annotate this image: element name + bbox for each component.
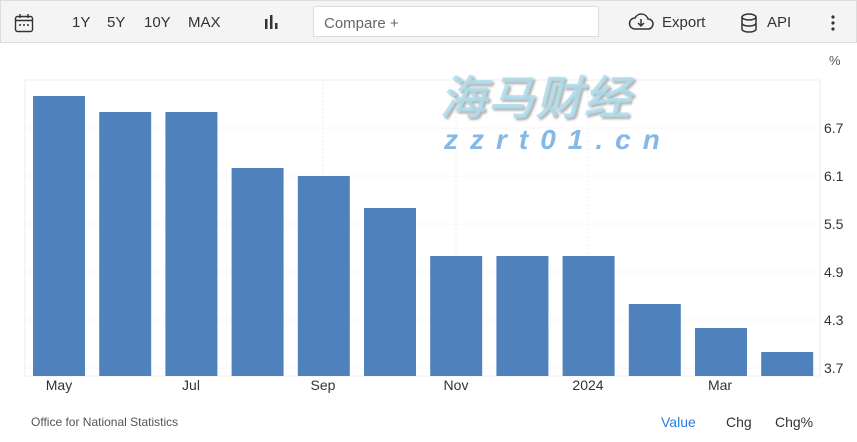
range-5y-button[interactable]: 5Y (107, 14, 126, 31)
toolbar: 1Y 5Y 10Y MAX Compare + Export API (0, 0, 857, 43)
chg-pct-tab[interactable]: Chg% (775, 414, 814, 430)
source-label: Office for National Statistics (31, 415, 179, 429)
value-tab[interactable]: Value (661, 414, 696, 430)
bar-dec-2023[interactable] (496, 256, 549, 376)
y-tick-label: 6.1 (824, 168, 844, 184)
bar-oct-2023[interactable] (364, 208, 416, 376)
database-icon[interactable] (740, 13, 758, 33)
y-tick-label: 4.9 (824, 264, 844, 280)
bar-chart (24, 79, 821, 377)
bar-jul-2023[interactable] (165, 112, 218, 376)
cloud-download-icon[interactable] (628, 13, 654, 31)
chart-type-icon[interactable] (263, 14, 279, 30)
x-tick-label: Jul (182, 377, 200, 393)
export-button[interactable]: Export (662, 14, 706, 31)
bar-aug-2023[interactable] (231, 168, 284, 376)
y-unit-label: % (829, 53, 841, 68)
bar-mar-2024[interactable] (695, 328, 747, 376)
chg-tab[interactable]: Chg (726, 414, 752, 430)
plot-frame (24, 79, 821, 377)
x-tick-label: Nov (443, 377, 469, 393)
bar-apr-2024[interactable] (761, 352, 814, 376)
y-tick-label: 4.3 (824, 312, 844, 328)
range-10y-button[interactable]: 10Y (144, 14, 171, 31)
x-tick-label: Mar (707, 377, 733, 393)
watermark-url: zzrt01.cn (444, 124, 672, 155)
y-tick-label: 6.7 (824, 120, 844, 136)
x-tick-label: May (45, 377, 73, 393)
bar-jan-2024[interactable] (562, 256, 615, 376)
x-tick-label: 2024 (572, 377, 604, 393)
compare-input[interactable]: Compare + (313, 6, 599, 37)
y-tick-label: 5.5 (824, 216, 844, 232)
range-1y-button[interactable]: 1Y (72, 14, 91, 31)
y-tick-label: 3.7 (824, 360, 844, 376)
bar-feb-2024[interactable] (628, 304, 681, 376)
chart-area: % 3.7 4.3 4.9 5.5 6.1 6.7 May Jul Sep Nov 202… (0, 42, 857, 442)
api-button[interactable]: API (767, 14, 792, 31)
bar-sep-2023[interactable] (297, 176, 350, 376)
range-max-button[interactable]: MAX (188, 14, 221, 31)
bar-nov-2023[interactable] (430, 256, 483, 376)
x-tick-label: Sep (310, 377, 336, 393)
calendar-icon[interactable] (14, 13, 34, 33)
more-options-icon[interactable] (830, 15, 836, 31)
watermark-logo: 海马财经 (440, 72, 632, 124)
bar-jun-2023[interactable] (99, 112, 152, 376)
bar-may-2023[interactable] (33, 96, 85, 376)
